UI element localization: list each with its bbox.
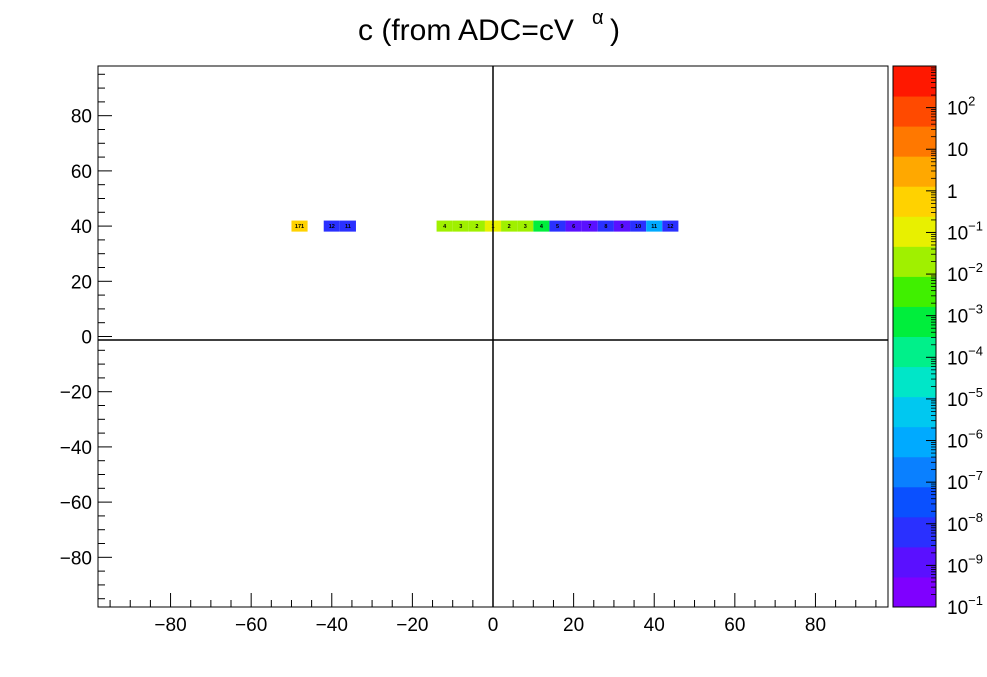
heatmap-cell: [597, 220, 614, 232]
y-tick-label: −80: [60, 548, 92, 569]
colorbar-segment: [893, 576, 936, 608]
heatmap-cell: [517, 220, 534, 232]
cell-label: 9: [620, 224, 623, 230]
x-tick-label: −60: [235, 615, 267, 636]
y-tick-label: 40: [71, 217, 92, 238]
colorbar-segment: [893, 156, 936, 187]
y-axis: −80 −60 −40 −20 0 20 40 60 80: [60, 73, 112, 600]
heatmap-cell: [501, 220, 518, 232]
colorbar-tick-label: 10−5: [947, 385, 983, 411]
y-tick-label: −20: [60, 383, 92, 404]
x-tick-label: 40: [644, 615, 665, 636]
x-tick-label: 20: [563, 615, 584, 636]
colorbar-segment: [893, 366, 936, 398]
colorbar-segment: [893, 426, 936, 458]
cell-label: 3: [524, 224, 527, 230]
y-tick-label: −60: [60, 493, 92, 514]
cell-label: 10: [635, 224, 641, 230]
cell-label: 5: [556, 224, 559, 230]
colorbar-segment: [893, 306, 936, 337]
chart-title: c (from ADC=cV α ): [358, 7, 620, 47]
cell-label: 6: [572, 224, 575, 230]
colorbar-segment: [893, 486, 936, 518]
heatmap-cell: [436, 220, 453, 232]
heatmap-cell: [565, 220, 582, 232]
y-tick-label: 80: [71, 107, 92, 128]
x-tick-label: 0: [488, 615, 499, 636]
y-tick-label: 60: [71, 162, 92, 183]
colorbar-segment: [893, 246, 936, 277]
colorbar-tick-label: 1: [947, 182, 958, 203]
colorbar-segment: [893, 456, 936, 488]
cell-label: 12: [329, 224, 335, 230]
colorbar-tick-label: 10−1: [947, 593, 983, 619]
chart-title-superscript: α: [592, 7, 604, 29]
cell-label: 11: [651, 224, 657, 230]
x-tick-label: 80: [805, 615, 826, 636]
heatmap-cell: [323, 220, 340, 232]
colorbar-segment: [893, 126, 936, 157]
chart-title-text: c (from ADC=cV: [358, 14, 574, 47]
colorbar-segment: [893, 216, 936, 247]
chart-title-suffix: ): [610, 14, 620, 47]
colorbar-tick-label: 10−3: [947, 302, 983, 328]
heatmap-cell: [549, 220, 566, 232]
cell-label: 171: [295, 224, 304, 230]
heatmap-cell: [630, 220, 647, 232]
heatmap-cell: [291, 220, 308, 232]
cell-label: 2: [508, 224, 511, 230]
heatmap-cell: [581, 220, 598, 232]
colorbar-tick-label: 10: [947, 140, 968, 161]
heatmap-cell: [662, 220, 679, 232]
colorbar-tick-label: 10−1: [947, 218, 983, 244]
colorbar: 102 10 1 10−1 10−2 10−3 10−4 10−5 10−6 10−7 10−8 10…: [892, 65, 983, 619]
x-tick-label: −20: [396, 615, 428, 636]
colorbar-tick-label: 102: [947, 94, 975, 120]
heatmap-cell: [613, 220, 631, 232]
colorbar-tick-label: 10−4: [947, 343, 983, 369]
x-tick-label: −40: [316, 615, 348, 636]
cell-label: 8: [604, 224, 607, 230]
colorbar-segment: [893, 336, 936, 368]
colorbar-segment: [893, 546, 936, 578]
colorbar-tick-label: 10−9: [947, 551, 983, 577]
colorbar-tick-label: 10−2: [947, 260, 983, 286]
colorbar-tick-label: 10−6: [947, 427, 983, 453]
cell-label: 4: [443, 224, 447, 230]
y-tick-label: 0: [81, 328, 92, 349]
colorbar-segment: [893, 96, 936, 127]
heatmap-cell: [452, 220, 469, 232]
colorbar-tick-label: 10−8: [947, 510, 983, 536]
cell-label: 2: [475, 224, 478, 230]
heatmap-cell: [339, 220, 356, 232]
colorbar-segment: [893, 66, 936, 97]
x-axis: −80 −60 −40 −20 0 20 40 60 80: [109, 593, 877, 636]
x-tick-label: −80: [154, 615, 186, 636]
colorbar-segment: [893, 276, 936, 307]
cell-label: 3: [459, 224, 462, 230]
colorbar-frame: [892, 65, 937, 608]
cell-label: 4: [540, 224, 544, 230]
colorbar-segment: [893, 396, 936, 428]
cell-label: 12: [667, 224, 673, 230]
heatmap-cell: [468, 220, 485, 232]
y-tick-label: −40: [60, 438, 92, 459]
heatmap-cell: [533, 220, 550, 232]
cell-label: 11: [345, 224, 351, 230]
x-tick-label: 60: [724, 615, 745, 636]
y-tick-label: 20: [71, 272, 92, 293]
colorbar-segment: [893, 516, 936, 548]
heatmap-cell: [646, 220, 663, 232]
cell-label: 7: [588, 224, 591, 230]
colorbar-tick-label: 10−7: [947, 468, 983, 494]
